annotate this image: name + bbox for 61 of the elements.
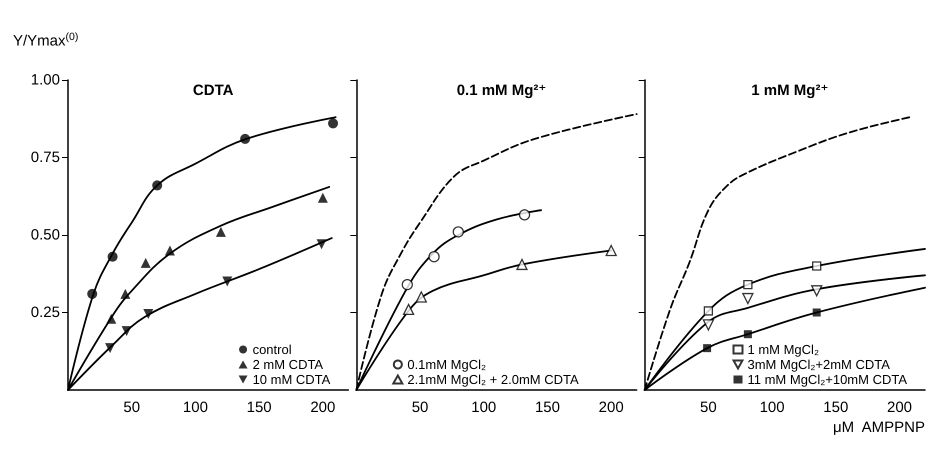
point [122,326,132,336]
point [428,251,440,262]
point [518,209,530,220]
point [452,226,464,238]
x-tick-label: 100 [471,399,496,416]
point [222,276,232,286]
point [811,285,822,296]
x-tick-label: 100 [760,399,785,416]
point [416,291,427,303]
legend-label: 10 mM CDTA [252,372,331,387]
point [702,319,714,331]
point [108,252,118,262]
point [140,258,151,268]
chart-title: 0.1 mM Mg²⁺ [456,82,546,99]
point [812,308,821,316]
point [704,306,714,316]
legend-label: control [252,342,292,357]
x-tick-label: 200 [598,399,624,416]
x-tick-label: 200 [310,399,336,416]
x-tick-label: 50 [123,399,140,416]
point [240,134,250,144]
legend-label: 0.1mM MgCl₂ [407,357,486,372]
y-tick-label: 0.25 [30,304,60,321]
legend-label: 11 mM MgCl₂+10mM CDTA [747,372,908,387]
point [742,292,754,304]
y-tick-label: 0.50 [30,226,60,244]
x-axis-title: μM AMPPNP [833,419,925,436]
point [143,309,154,320]
x-tick-label: 50 [700,399,717,416]
point [743,280,753,290]
point [744,330,752,338]
point [812,261,822,271]
point [87,288,98,299]
point [703,344,712,352]
point [164,246,175,256]
x-tick-label: 200 [887,399,912,416]
point [120,288,130,299]
point [402,304,414,316]
x-tick-label: 150 [246,399,272,416]
x-tick-label: 50 [412,399,428,416]
y-tick-label: 0.75 [30,149,60,166]
y-tick-label: 1.00 [30,72,60,88]
point [316,239,327,250]
x-tick-label: 150 [534,399,560,416]
point [328,118,338,128]
x-tick-label: 150 [823,399,848,416]
legend-label: 2.1mM MgCl₂ + 2.0mM CDTA [407,372,579,387]
legend-label: 1 mM MgCl₂ [747,342,819,357]
x-tick-label: 100 [182,399,208,416]
legend-label: 3mM MgCl₂+2mM CDTA [747,357,890,372]
point [606,244,617,256]
chart-title: 1 mM Mg²⁺ [751,82,828,99]
point [318,192,328,203]
point [152,180,162,190]
point [105,343,116,354]
point [516,258,528,270]
point [106,314,116,324]
legend-label: 2 mM CDTA [252,357,324,372]
point [216,226,226,237]
point [402,278,413,290]
chart-title: CDTA [192,82,234,99]
